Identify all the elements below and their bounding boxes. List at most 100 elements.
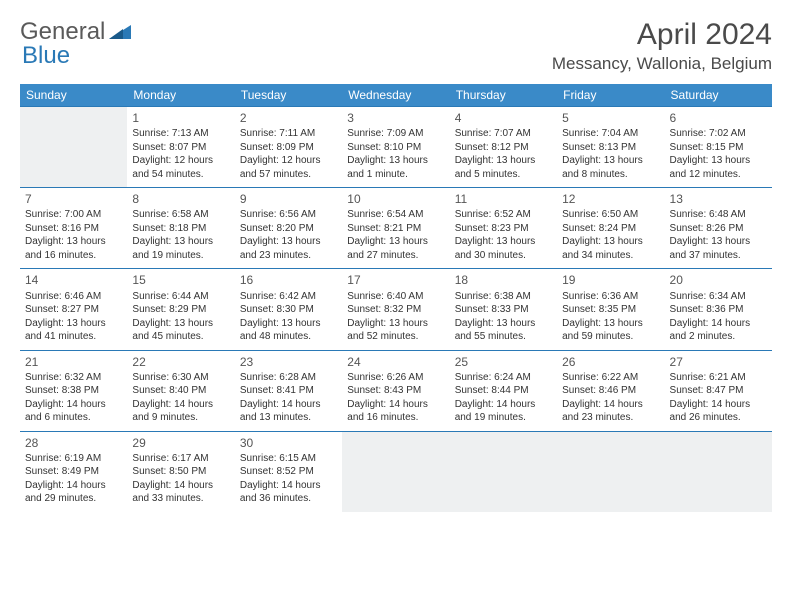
day-daylight1: Daylight: 13 hours	[670, 235, 767, 249]
calendar-cell: 21Sunrise: 6:32 AMSunset: 8:38 PMDayligh…	[20, 350, 127, 431]
calendar-week-row: 21Sunrise: 6:32 AMSunset: 8:38 PMDayligh…	[20, 350, 772, 431]
day-number: 13	[670, 191, 767, 207]
day-sunset: Sunset: 8:23 PM	[455, 222, 552, 236]
day-daylight1: Daylight: 12 hours	[132, 154, 229, 168]
day-sunset: Sunset: 8:36 PM	[670, 303, 767, 317]
day-number: 4	[455, 110, 552, 126]
day-sunset: Sunset: 8:09 PM	[240, 141, 337, 155]
day-number: 8	[132, 191, 229, 207]
day-number: 17	[347, 272, 444, 288]
calendar-cell: 29Sunrise: 6:17 AMSunset: 8:50 PMDayligh…	[127, 431, 234, 512]
calendar-cell: 3Sunrise: 7:09 AMSunset: 8:10 PMDaylight…	[342, 107, 449, 188]
calendar-cell: 28Sunrise: 6:19 AMSunset: 8:49 PMDayligh…	[20, 431, 127, 512]
day-number: 11	[455, 191, 552, 207]
day-daylight1: Daylight: 14 hours	[670, 317, 767, 331]
day-sunset: Sunset: 8:07 PM	[132, 141, 229, 155]
day-sunrise: Sunrise: 6:19 AM	[25, 452, 122, 466]
day-daylight2: and 41 minutes.	[25, 330, 122, 344]
day-sunrise: Sunrise: 6:50 AM	[562, 208, 659, 222]
day-sunset: Sunset: 8:13 PM	[562, 141, 659, 155]
day-sunrise: Sunrise: 6:17 AM	[132, 452, 229, 466]
day-number: 27	[670, 354, 767, 370]
day-daylight2: and 54 minutes.	[132, 168, 229, 182]
day-daylight1: Daylight: 14 hours	[240, 398, 337, 412]
day-sunset: Sunset: 8:35 PM	[562, 303, 659, 317]
day-sunrise: Sunrise: 6:42 AM	[240, 290, 337, 304]
calendar-cell: 24Sunrise: 6:26 AMSunset: 8:43 PMDayligh…	[342, 350, 449, 431]
day-daylight2: and 16 minutes.	[25, 249, 122, 263]
day-sunrise: Sunrise: 6:15 AM	[240, 452, 337, 466]
day-daylight2: and 23 minutes.	[240, 249, 337, 263]
day-daylight2: and 19 minutes.	[132, 249, 229, 263]
day-sunset: Sunset: 8:46 PM	[562, 384, 659, 398]
day-daylight1: Daylight: 13 hours	[670, 154, 767, 168]
day-sunrise: Sunrise: 6:52 AM	[455, 208, 552, 222]
day-daylight2: and 12 minutes.	[670, 168, 767, 182]
logo-text-blue: Blue	[22, 42, 70, 69]
day-sunrise: Sunrise: 6:34 AM	[670, 290, 767, 304]
logo-triangle-icon	[109, 21, 131, 44]
day-daylight2: and 1 minute.	[347, 168, 444, 182]
calendar-cell: 11Sunrise: 6:52 AMSunset: 8:23 PMDayligh…	[450, 188, 557, 269]
day-daylight1: Daylight: 13 hours	[455, 235, 552, 249]
calendar-cell-empty	[557, 431, 664, 512]
calendar-week-row: 1Sunrise: 7:13 AMSunset: 8:07 PMDaylight…	[20, 107, 772, 188]
day-daylight1: Daylight: 13 hours	[455, 154, 552, 168]
day-sunrise: Sunrise: 7:00 AM	[25, 208, 122, 222]
calendar-cell: 26Sunrise: 6:22 AMSunset: 8:46 PMDayligh…	[557, 350, 664, 431]
calendar-header-row: SundayMondayTuesdayWednesdayThursdayFrid…	[20, 84, 772, 107]
day-number: 20	[670, 272, 767, 288]
day-sunset: Sunset: 8:38 PM	[25, 384, 122, 398]
day-sunrise: Sunrise: 6:56 AM	[240, 208, 337, 222]
calendar-cell: 20 Sunrise: 6:34 AMSunset: 8:36 PMDayligh…	[665, 269, 772, 350]
weekday-header: Saturday	[665, 84, 772, 107]
calendar-cell: 23Sunrise: 6:28 AMSunset: 8:41 PMDayligh…	[235, 350, 342, 431]
weekday-header: Sunday	[20, 84, 127, 107]
day-daylight2: and 37 minutes.	[670, 249, 767, 263]
header-right: April 2024 Messancy, Wallonia, Belgium	[552, 18, 772, 74]
day-daylight1: Daylight: 14 hours	[132, 479, 229, 493]
day-sunset: Sunset: 8:41 PM	[240, 384, 337, 398]
day-daylight1: Daylight: 13 hours	[347, 154, 444, 168]
calendar-cell: 12Sunrise: 6:50 AMSunset: 8:24 PMDayligh…	[557, 188, 664, 269]
day-daylight1: Daylight: 13 hours	[25, 235, 122, 249]
day-sunrise: Sunrise: 6:44 AM	[132, 290, 229, 304]
calendar-cell: 4Sunrise: 7:07 AMSunset: 8:12 PMDaylight…	[450, 107, 557, 188]
day-sunset: Sunset: 8:44 PM	[455, 384, 552, 398]
calendar-cell: 30Sunrise: 6:15 AMSunset: 8:52 PMDayligh…	[235, 431, 342, 512]
day-number: 3	[347, 110, 444, 126]
day-sunset: Sunset: 8:24 PM	[562, 222, 659, 236]
calendar-week-row: 7Sunrise: 7:00 AMSunset: 8:16 PMDaylight…	[20, 188, 772, 269]
day-sunset: Sunset: 8:27 PM	[25, 303, 122, 317]
day-number: 5	[562, 110, 659, 126]
day-daylight2: and 16 minutes.	[347, 411, 444, 425]
day-number: 10	[347, 191, 444, 207]
day-number: 7	[25, 191, 122, 207]
day-sunrise: Sunrise: 6:48 AM	[670, 208, 767, 222]
day-sunrise: Sunrise: 6:38 AM	[455, 290, 552, 304]
day-sunset: Sunset: 8:15 PM	[670, 141, 767, 155]
day-number: 16	[240, 272, 337, 288]
day-sunset: Sunset: 8:33 PM	[455, 303, 552, 317]
day-sunset: Sunset: 8:52 PM	[240, 465, 337, 479]
day-sunset: Sunset: 8:29 PM	[132, 303, 229, 317]
calendar-cell: 25Sunrise: 6:24 AMSunset: 8:44 PMDayligh…	[450, 350, 557, 431]
day-daylight2: and 55 minutes.	[455, 330, 552, 344]
day-sunset: Sunset: 8:30 PM	[240, 303, 337, 317]
calendar-cell: 5Sunrise: 7:04 AMSunset: 8:13 PMDaylight…	[557, 107, 664, 188]
day-daylight1: Daylight: 14 hours	[347, 398, 444, 412]
day-sunrise: Sunrise: 6:36 AM	[562, 290, 659, 304]
day-daylight1: Daylight: 13 hours	[562, 235, 659, 249]
day-daylight2: and 26 minutes.	[670, 411, 767, 425]
day-sunset: Sunset: 8:47 PM	[670, 384, 767, 398]
day-sunrise: Sunrise: 6:26 AM	[347, 371, 444, 385]
day-sunset: Sunset: 8:40 PM	[132, 384, 229, 398]
day-daylight2: and 23 minutes.	[562, 411, 659, 425]
day-daylight2: and 13 minutes.	[240, 411, 337, 425]
day-number: 21	[25, 354, 122, 370]
day-sunrise: Sunrise: 6:58 AM	[132, 208, 229, 222]
calendar-cell: 17Sunrise: 6:40 AMSunset: 8:32 PMDayligh…	[342, 269, 449, 350]
day-number: 12	[562, 191, 659, 207]
day-daylight2: and 6 minutes.	[25, 411, 122, 425]
day-daylight1: Daylight: 12 hours	[240, 154, 337, 168]
